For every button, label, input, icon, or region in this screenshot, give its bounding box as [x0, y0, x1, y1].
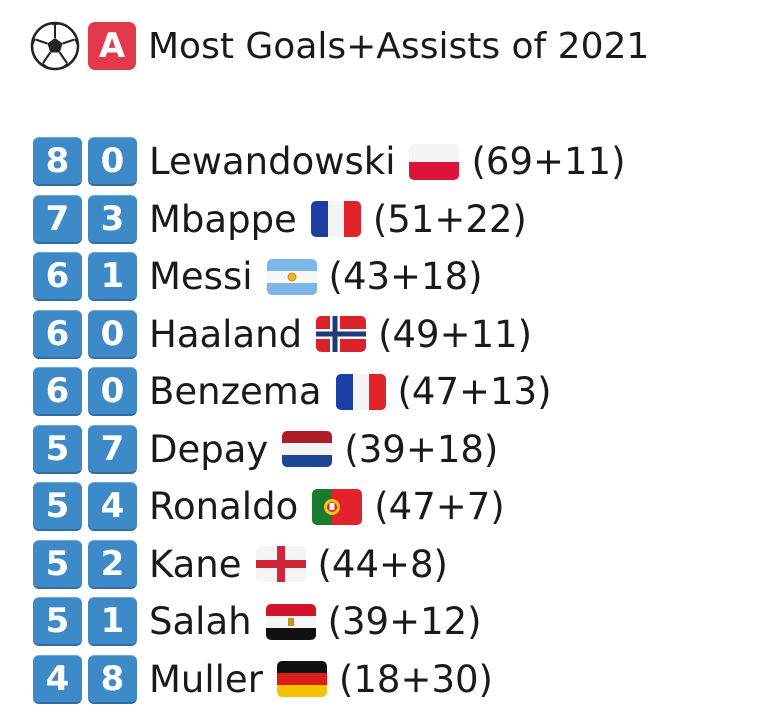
ranking-list: 8 0 Lewandowski (69+11) 7 3 Mbappe (51+22) 6 1 Mes… [33, 133, 626, 708]
player-name: Haaland [149, 312, 303, 356]
keycap-digit: 2 [88, 539, 137, 589]
ranking-row: 6 1 Messi (43+18) [33, 248, 626, 306]
keycap-digit: 7 [88, 424, 137, 474]
player-name: Mbappe [149, 197, 297, 241]
goals-assists: (69+11) [471, 140, 626, 184]
flag-argentina-icon [266, 258, 317, 295]
flag-france-icon [335, 373, 386, 410]
keycap-digit: 0 [88, 367, 137, 417]
ranking-row: 6 0 Benzema (47+13) [33, 363, 626, 421]
goals-assists: (44+8) [317, 542, 449, 586]
keycap-digit: 3 [88, 194, 137, 244]
flag-germany-icon [276, 661, 327, 698]
goals-assists: (18+30) [338, 657, 493, 701]
flag-poland-icon [409, 143, 460, 180]
keycap-digit: 1 [88, 252, 137, 302]
goals-assists: (49+11) [378, 312, 533, 356]
keycap-digit: 8 [33, 137, 82, 187]
ranking-row: 7 3 Mbappe (51+22) [33, 191, 626, 249]
keycap-digit: 8 [88, 654, 137, 704]
flag-portugal-icon [312, 488, 363, 525]
flag-france-icon [310, 201, 361, 238]
goals-assists: (39+12) [327, 600, 482, 644]
post-header: A Most Goals+Assists of 2021 [30, 20, 649, 72]
player-name: Muller [149, 657, 263, 701]
keycap-digit: 5 [33, 539, 82, 589]
goals-assists: (43+18) [328, 255, 483, 299]
keycap-digit: 4 [33, 654, 82, 704]
ranking-row: 5 4 Ronaldo (47+7) [33, 478, 626, 536]
post-title: Most Goals+Assists of 2021 [148, 25, 650, 67]
player-name: Benzema [149, 370, 322, 414]
goals-assists: (47+7) [374, 485, 505, 529]
ranking-row: 5 2 Kane (44+8) [33, 536, 626, 594]
ranking-row: 4 8 Muller (18+30) [33, 651, 626, 709]
ranking-row: 8 0 Lewandowski (69+11) [33, 133, 626, 191]
flag-england-icon [255, 546, 306, 583]
player-name: Messi [149, 255, 253, 299]
ranking-row: 5 7 Depay (39+18) [33, 421, 626, 479]
flag-norway-icon [316, 316, 367, 353]
keycap-digit: 5 [33, 424, 82, 474]
goals-assists: (39+18) [344, 427, 499, 471]
goals-assists: (51+22) [372, 197, 527, 241]
letter-a-badge: A [88, 22, 136, 70]
keycap-digit: 6 [33, 309, 82, 359]
player-name: Lewandowski [149, 140, 396, 184]
keycap-digit: 6 [33, 367, 82, 417]
flag-egypt-icon [265, 603, 316, 640]
keycap-digit: 5 [33, 482, 82, 532]
keycap-digit: 5 [33, 597, 82, 647]
ranking-row: 6 0 Haaland (49+11) [33, 306, 626, 364]
keycap-digit: 7 [33, 194, 82, 244]
keycap-digit: 6 [33, 252, 82, 302]
keycap-digit: 4 [88, 482, 137, 532]
soccer-ball-icon [30, 21, 80, 71]
player-name: Depay [149, 427, 269, 471]
ranking-row: 5 1 Salah (39+12) [33, 593, 626, 651]
keycap-digit: 1 [88, 597, 137, 647]
player-name: Kane [149, 542, 242, 586]
goals-assists: (47+13) [397, 370, 552, 414]
player-name: Ronaldo [149, 485, 299, 529]
keycap-digit: 0 [88, 137, 137, 187]
flag-netherlands-icon [282, 431, 333, 468]
keycap-digit: 0 [88, 309, 137, 359]
player-name: Salah [149, 600, 252, 644]
